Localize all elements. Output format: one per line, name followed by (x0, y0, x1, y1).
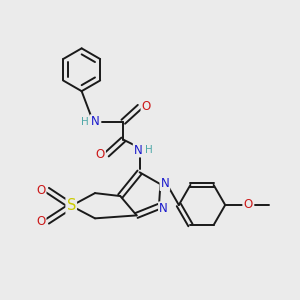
Text: N: N (134, 143, 142, 157)
Text: N: N (91, 115, 99, 128)
Text: H: H (81, 117, 89, 127)
Text: O: O (142, 100, 151, 113)
Text: S: S (67, 198, 76, 213)
Text: N: N (159, 202, 168, 215)
Text: O: O (96, 148, 105, 161)
Text: O: O (36, 184, 46, 196)
Text: O: O (244, 199, 253, 212)
Text: O: O (36, 215, 46, 228)
Text: H: H (145, 145, 152, 155)
Text: N: N (160, 177, 169, 190)
